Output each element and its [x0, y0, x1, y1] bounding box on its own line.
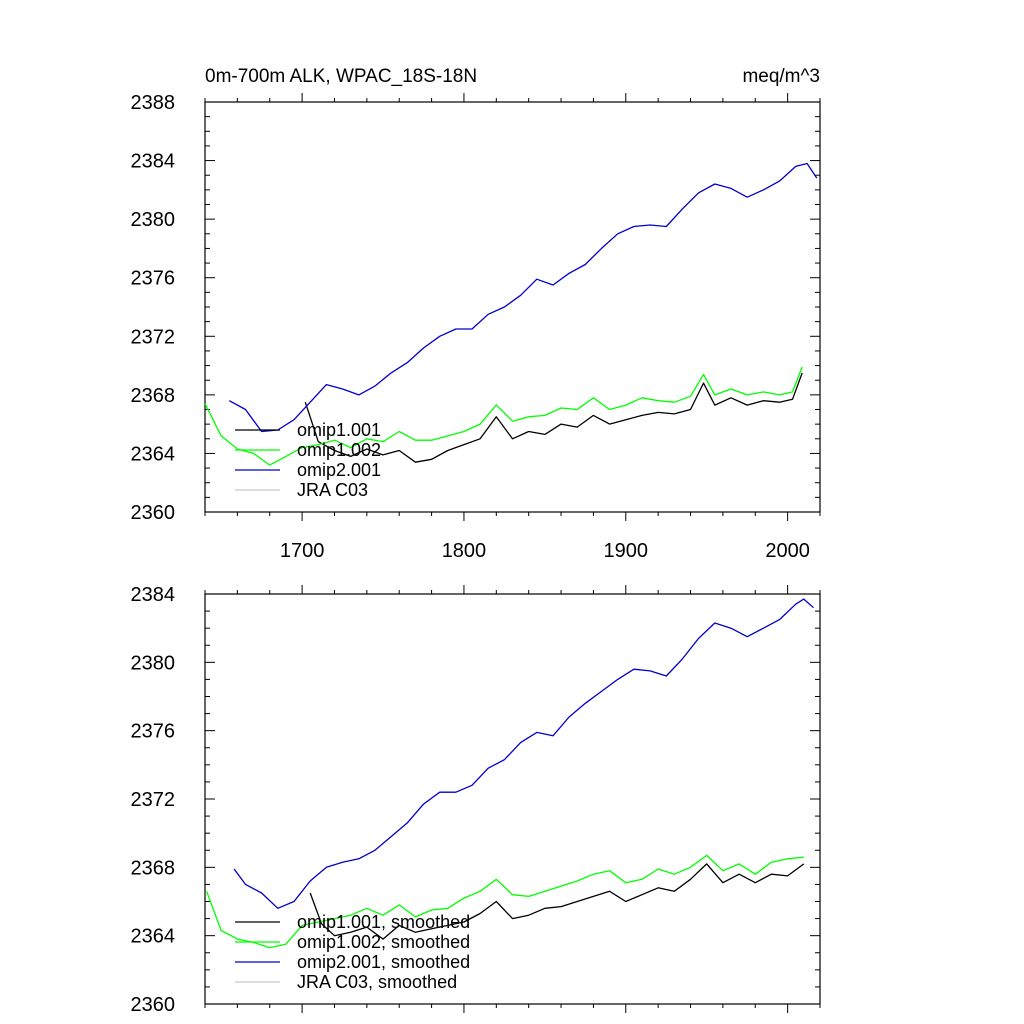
y-tick-label: 2376	[131, 268, 176, 290]
legend-entry: omip1.001, smoothed	[297, 912, 470, 932]
y-tick-label: 2364	[131, 926, 176, 948]
chart-title: 0m-700m ALK, WPAC_18S-18N	[205, 66, 477, 87]
legend-entry: omip1.002	[297, 440, 381, 460]
series-line-omip1-002	[204, 366, 803, 466]
y-tick-label: 2384	[131, 151, 176, 173]
y-tick-label: 2360	[131, 994, 176, 1016]
y-tick-label: 2388	[131, 92, 176, 114]
y-tick-label: 2372	[131, 326, 176, 348]
y-tick-label: 2380	[131, 652, 176, 674]
legend-entry: JRA C03	[297, 480, 368, 500]
series-line-omip1-001	[304, 372, 803, 463]
legend-entry: omip1.002, smoothed	[297, 932, 470, 952]
x-tick-label: 1700	[280, 540, 325, 562]
legend-entry: JRA C03, smoothed	[297, 972, 457, 992]
y-tick-label: 2384	[131, 584, 176, 606]
x-tick-label: 1900	[604, 540, 649, 562]
y-tick-label: 2368	[131, 385, 176, 407]
series-line-omip1-002-smoothed	[205, 854, 804, 949]
series-line-omip1-001-smoothed	[309, 863, 805, 940]
series-line-omip2-001-smoothed	[233, 598, 814, 909]
legend-entry: omip2.001, smoothed	[297, 952, 470, 972]
y-tick-label: 2372	[131, 789, 176, 811]
y-tick-label: 2368	[131, 857, 176, 879]
legend-entry: omip2.001	[297, 460, 381, 480]
y-tick-label: 2364	[131, 443, 176, 465]
top-panel: 0m-700m ALK, WPAC_18S-18N meq/m^3 2360 23…	[131, 66, 821, 562]
y-tick-label: 2376	[131, 721, 176, 743]
y-tick-label: 2380	[131, 209, 176, 231]
x-tick-label: 1800	[442, 540, 487, 562]
bottom-panel: 2360 2364 2368 2372 2376 2380 2384 omip1.001, s…	[131, 584, 821, 1016]
units-label: meq/m^3	[742, 66, 820, 87]
y-tick-label: 2360	[131, 502, 176, 524]
x-tick-label: 2000	[765, 540, 810, 562]
legend-entry: omip1.001	[297, 420, 381, 440]
series-line-omip2-001	[228, 162, 818, 433]
